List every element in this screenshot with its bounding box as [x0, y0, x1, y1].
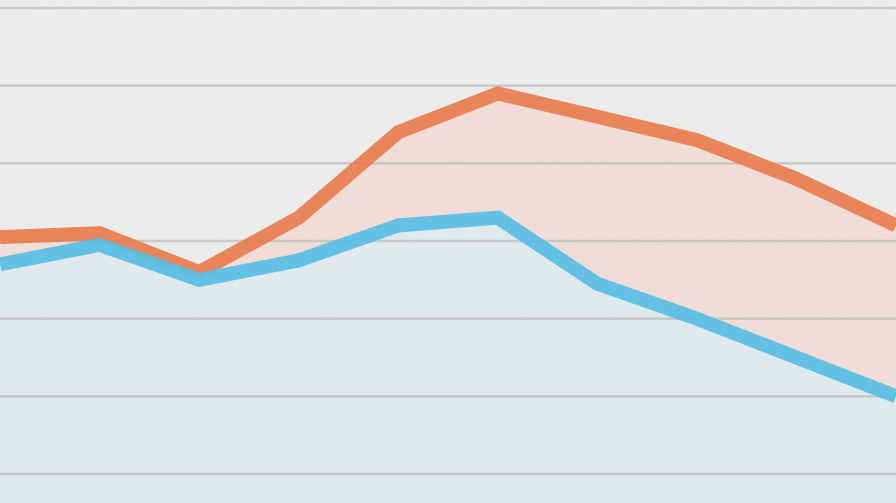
- chart: [0, 0, 896, 503]
- paper-texture: [0, 0, 896, 503]
- area-line-chart: [0, 0, 896, 503]
